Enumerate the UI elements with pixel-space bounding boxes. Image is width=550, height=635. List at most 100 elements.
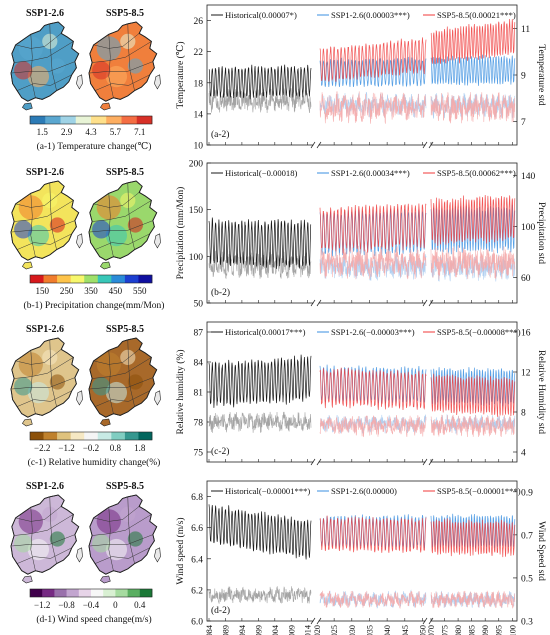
map-patch — [14, 377, 33, 396]
province-border — [95, 233, 150, 250]
y-tick-label: 150 — [189, 206, 204, 216]
colorbar-tick-label: 2.9 — [61, 127, 73, 137]
x-tick-label: 2025 — [330, 625, 339, 635]
province-border — [89, 534, 153, 547]
taiwan-island — [76, 233, 83, 249]
map-panel-3: SSP1-2.6 SSP5-8.5 −2.2 −1.2 −0.2 0.8 1.8 (c-1) … — [26, 324, 160, 468]
province-border — [95, 547, 150, 564]
legend-entry: SSP1-2.6(−0.00003***) — [331, 327, 415, 337]
colorbar-tick-label: −1.2 — [58, 443, 74, 453]
province-border — [15, 192, 62, 208]
province-border — [108, 193, 114, 257]
axis-break-mark — [310, 299, 322, 307]
map-outline — [10, 494, 80, 575]
colorbar-segment — [84, 275, 99, 283]
y-tick-label: 200 — [189, 160, 204, 170]
axis-break-gap — [425, 300, 431, 306]
colorbar-tick-label: 450 — [109, 286, 123, 296]
province-border — [11, 377, 75, 390]
y-axis-label: Precipitation (mm/Mon) — [175, 187, 186, 280]
std-line-ssp585 — [430, 414, 516, 438]
province-border — [127, 182, 135, 250]
province-border — [108, 507, 114, 571]
y2-axis-label: Precipitation std — [536, 202, 546, 264]
colorbar-segment — [115, 589, 128, 597]
taiwan-island — [154, 74, 161, 90]
map-right-title: SSP5-8.5 — [106, 167, 144, 178]
y2-tick-label: 0.3 — [521, 618, 533, 628]
province-border — [17, 74, 72, 91]
std-line-ssp585 — [319, 590, 427, 609]
province-border — [92, 41, 152, 63]
province-border — [14, 41, 74, 63]
legend-entry: SSP1-2.6(0.00000) — [331, 486, 397, 496]
map-panel-2: SSP1-2.6 SSP5-8.5 150 250 350 450 550 (b-1) Pre… — [24, 167, 165, 311]
province-border — [15, 506, 62, 522]
y2-tick-label: 9 — [521, 72, 526, 82]
y-tick-label: 18 — [194, 79, 204, 89]
hainan-island — [99, 261, 111, 270]
legend-entry: Historical(0.00017***) — [225, 327, 306, 337]
colorbar-segment — [121, 116, 138, 124]
colorbar-segment — [84, 432, 99, 440]
colorbar-segment — [45, 116, 61, 124]
y-tick-label: 75 — [194, 449, 204, 459]
colorbar-tick-label: 0 — [113, 600, 118, 610]
y2-tick-label: 12 — [521, 369, 531, 379]
y2-axis-label: Temperature std — [536, 44, 546, 106]
colorbar-tick-label: −1.2 — [34, 600, 50, 610]
axis-break-gap — [313, 300, 319, 306]
colorbar-tick-label: 7.1 — [134, 127, 145, 137]
y2-tick-label: 16 — [521, 329, 531, 339]
series-line-ssp585 — [430, 18, 516, 65]
map-left-title: SSP1-2.6 — [26, 324, 64, 335]
colorbar-segment — [78, 589, 92, 597]
colorbar-segment — [111, 275, 126, 283]
panel-label: (b-2) — [211, 287, 230, 298]
hainan-island — [21, 575, 33, 584]
colorbar-segment — [103, 589, 116, 597]
province-border — [93, 192, 140, 208]
colorbar-frame — [29, 274, 153, 284]
x-tick-label: 2020 — [313, 625, 322, 635]
map-patch — [92, 220, 111, 239]
map-left-title: SSP1-2.6 — [26, 167, 64, 178]
y-tick-label: 6.0 — [191, 618, 203, 628]
map-panel-1: SSP1-2.6 SSP5-8.5 1.5 2.9 4.3 5.7 7.1 (a-1) Tem… — [26, 8, 153, 152]
x-tick-label: 2100 — [508, 625, 517, 635]
y-tick-label: 50 — [194, 300, 204, 310]
series-line-ssp585 — [430, 373, 516, 417]
y-tick-label: 6.2 — [191, 586, 203, 596]
map-right — [88, 337, 161, 427]
legend-entry: Historical(−0.00018) — [225, 168, 298, 178]
colorbar-tick-label: −0.8 — [58, 600, 75, 610]
colorbar-segment — [57, 275, 71, 283]
y-axis-label: Wind speed (m/s) — [175, 517, 186, 584]
x-tick-label: 2090 — [481, 625, 490, 635]
colorbar-segment — [91, 116, 107, 124]
colorbar-segment — [91, 589, 104, 597]
province-border — [92, 357, 152, 379]
province-border — [30, 193, 36, 257]
map-outline — [10, 337, 80, 418]
province-border — [15, 33, 62, 49]
province-border — [30, 34, 36, 98]
taiwan-island — [76, 390, 83, 406]
map-left — [10, 494, 83, 584]
y2-tick-label: 7 — [521, 118, 526, 128]
colorbar-segment — [30, 589, 43, 597]
colorbar-segment — [70, 432, 85, 440]
y2-tick-label: 4 — [521, 449, 526, 459]
province-border — [93, 33, 140, 49]
legend-entry: SSP5-8.5(−0.00001***) — [437, 486, 521, 496]
province-border — [15, 349, 62, 365]
y2-tick-label: 0.9 — [521, 488, 533, 498]
province-border — [14, 200, 74, 222]
x-tick-label: 2009 — [287, 625, 296, 635]
map-outline — [10, 21, 80, 102]
province-border — [93, 506, 140, 522]
y2-tick-label: 100 — [521, 223, 536, 233]
colorbar-segment — [111, 432, 126, 440]
colorbar-tick-label: 0.8 — [110, 443, 122, 453]
province-border — [49, 23, 57, 91]
